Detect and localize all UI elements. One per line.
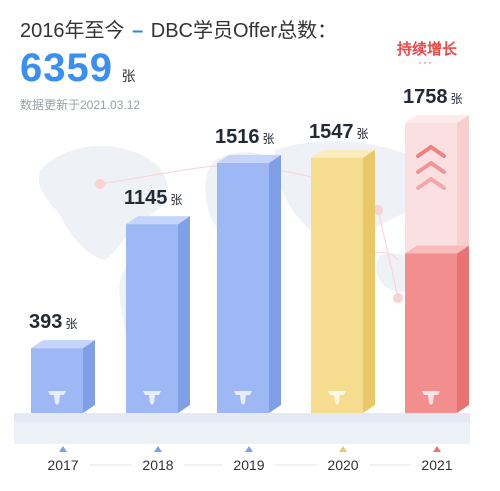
total-value: 6359 [20,46,113,90]
bar-value-unit: 张 [65,317,77,331]
bar-2017: 393 张 [29,311,95,413]
platform-base [14,422,470,444]
bar-top [311,149,375,158]
x-tick-label: 2017 [47,457,78,473]
bar-value-unit: 张 [451,92,463,106]
bar-face [217,162,269,413]
title-suffix: DBC学员Offer总数： [150,20,338,42]
bar-2019: 1516 张 [215,126,281,414]
bar-2018: 1145 张 [124,187,190,413]
axis-marker-2020 [339,446,347,452]
bar-value-unit: 张 [263,132,275,146]
bar-value-label: 1516 张 [215,126,275,148]
bar-face [311,157,363,413]
bar-side [457,245,469,413]
dbc-logo-icon [328,391,346,405]
growth-block-side [457,115,469,254]
bar-side [363,149,375,414]
growth-block-top [405,115,469,123]
bar-face [405,253,457,413]
growth-label: 持续增长 [397,41,458,58]
bar-value-unit: 张 [357,127,369,141]
x-tick-label: 2018 [142,457,173,473]
axis-marker-2018 [154,446,162,452]
bar-2021: 1758 张 [403,86,469,413]
bar-top [405,245,469,254]
bar-top [126,216,190,225]
bar-2020: 1547 张 [309,121,375,414]
bar-top [31,340,95,349]
bar-value-label: 1547 张 [309,121,369,143]
update-note: 数据更新于2021.03.12 [20,98,141,112]
total-offers: 6359 张 [20,46,135,91]
bar-side [83,340,95,413]
bar-face [126,224,178,413]
dbc-logo-icon [48,391,66,405]
axis-marker-2021 [433,446,441,452]
x-tick-label: 2021 [421,457,452,473]
growth-block [405,123,457,254]
x-tick-label: 2020 [327,457,358,473]
growth-arrows-icon [416,144,446,190]
dbc-logo-icon [143,391,161,405]
chevron-up-icon [416,144,446,158]
bar-value-label: 1758 张 [403,86,463,108]
chevron-up-icon [416,176,446,190]
platform-top [14,413,470,422]
bar-side [178,216,190,413]
chevron-up-icon [416,160,446,174]
bar-value-label: 393 张 [29,311,77,333]
bar-top [217,154,281,163]
x-tick-label: 2019 [233,457,264,473]
bar-value-unit: 张 [170,193,182,207]
chart-title: 2016年至今 – DBC学员Offer总数： [20,14,337,43]
dbc-logo-icon [234,391,252,405]
axis-marker-2019 [245,446,253,452]
growth-dots: ··· [418,55,433,69]
bar-value-label: 1145 张 [124,187,182,209]
title-dash: – [132,20,144,42]
bar-side [269,154,281,414]
title-prefix: 2016年至今 [20,20,125,42]
dbc-logo-icon [422,391,440,405]
total-unit: 张 [121,68,136,84]
axis-marker-2017 [59,446,67,452]
